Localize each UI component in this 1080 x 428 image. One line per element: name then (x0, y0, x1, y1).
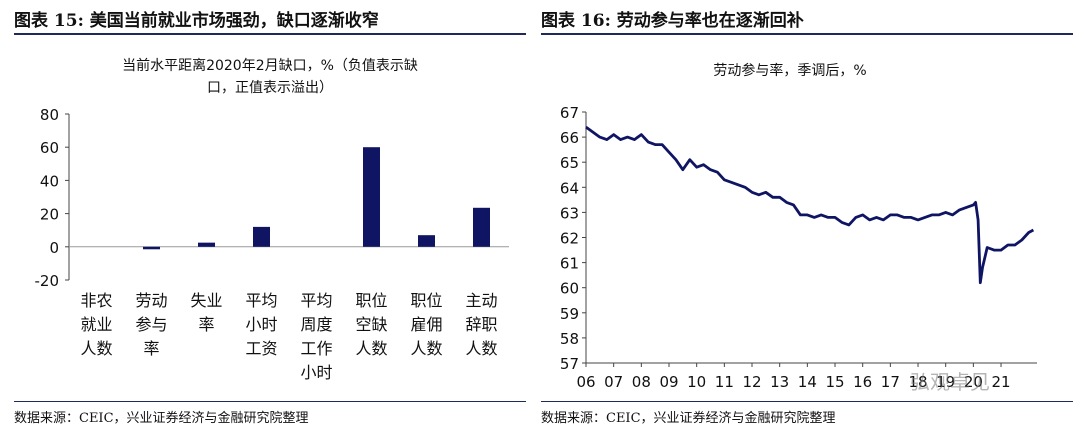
left-bottom-rule (14, 401, 526, 402)
line-x-tick-label: 12 (742, 373, 761, 391)
line-x-tick-label: 18 (908, 373, 927, 391)
line-x-tick-label: 15 (825, 373, 844, 391)
line-chart: 劳动参与率，季调后，% 67 66 65 64 63 62 61 60 59 58 57 06 07 0… (560, 62, 1037, 391)
bar-chart-title-line-2: 口，正值表示溢出） (207, 80, 333, 96)
line-y-tick-label: 58 (560, 330, 579, 348)
line-x-tick-label: 08 (632, 373, 651, 391)
bar-category-label: 职位 (410, 291, 442, 310)
bar-category-label: 雇佣 (410, 315, 442, 334)
bar-4 (253, 226, 270, 247)
line-y-tick-label: 63 (560, 204, 579, 222)
line-x-tick-label: 16 (853, 373, 872, 391)
bar-category-label: 职位 (355, 291, 387, 310)
bar-2 (143, 246, 160, 250)
line-x-tick-label: 10 (687, 373, 706, 391)
bar-6 (363, 147, 380, 247)
line-y-tick-label: 67 (560, 104, 579, 122)
line-x-tick-label: 20 (964, 373, 983, 391)
bar-category-label: 就业 (80, 315, 112, 334)
left-figure-title: 图表 15: 美国当前就业市场强劲，缺口逐渐收窄 (14, 11, 379, 31)
labor-participation-line (585, 125, 1035, 285)
bar-category-label: 辞职 (465, 315, 497, 334)
bar-category-label: 失业 (190, 291, 222, 310)
bar-category-label: 小时 (245, 315, 277, 334)
line-x-tick-label: 21 (991, 373, 1010, 391)
bar-category-label: 参与 (135, 315, 167, 334)
line-x-tick-label: 17 (881, 373, 900, 391)
right-bottom-rule (541, 401, 1073, 402)
bar-8 (473, 207, 490, 247)
right-source-note: 数据来源：CEIC，兴业证券经济与金融研究院整理 (541, 411, 836, 426)
line-chart-title: 劳动参与率，季调后，% (713, 62, 866, 79)
bar-category-label: 工作 (300, 339, 332, 358)
line-x-tick-label: 19 (936, 373, 955, 391)
bar-category-label: 劳动 (135, 291, 167, 310)
bar-category-label: 空缺 (355, 315, 387, 334)
line-y-tick-label: 64 (560, 179, 579, 197)
left-chart-panel: 当前水平距离2020年2月缺口，%（负值表示缺 口，正值表示溢出） 80 60 40… (14, 36, 526, 400)
bar-category-label: 率 (143, 339, 159, 358)
bar-category-label: 非农 (80, 291, 112, 310)
bar-category-label: 率 (198, 315, 214, 334)
line-x-tick-label: 11 (715, 373, 734, 391)
line-y-tick-label: 65 (560, 154, 579, 172)
bar-y-tick-label: -20 (35, 272, 60, 290)
bar-y-tick-label: 20 (40, 206, 59, 224)
bar-7 (418, 235, 435, 247)
right-figure-title: 图表 16: 劳动参与率也在逐渐回补 (541, 11, 804, 31)
left-top-rule (14, 33, 526, 35)
line-y-tick-label: 59 (560, 305, 579, 323)
line-y-tick-label: 57 (560, 355, 579, 373)
bar-category-label: 周度 (300, 315, 332, 334)
line-x-tick-label: 13 (770, 373, 789, 391)
bar-category-label: 人数 (465, 339, 497, 358)
right-top-rule (541, 33, 1073, 35)
bar-y-tick-label: 0 (49, 239, 59, 257)
bar-category-label: 工资 (245, 339, 277, 358)
bar-y-tick-label: 40 (40, 172, 59, 190)
bar-y-tick-label: 80 (40, 106, 59, 124)
bar-category-label: 小时 (300, 363, 332, 382)
bar-chart: 当前水平距离2020年2月缺口，%（负值表示缺 口，正值表示溢出） 80 60 40… (35, 57, 509, 382)
bar-category-label: 人数 (355, 339, 387, 358)
watermark-text: 弘观卓见 (910, 370, 990, 394)
line-y-tick-label: 66 (560, 129, 579, 147)
line-x-tick-label: 07 (604, 373, 623, 391)
bar-category-label: 人数 (80, 339, 112, 358)
left-source-note: 数据来源：CEIC，兴业证券经济与金融研究院整理 (14, 411, 309, 426)
bar-3 (198, 242, 215, 247)
bar-category-label: 平均 (300, 291, 332, 310)
bar-category-label: 人数 (410, 339, 442, 358)
line-y-tick-label: 61 (560, 255, 579, 273)
line-x-tick-label: 06 (576, 373, 595, 391)
line-y-tick-label: 62 (560, 230, 579, 248)
bar-chart-title-line-1: 当前水平距离2020年2月缺口，%（负值表示缺 (122, 57, 418, 74)
line-x-tick-label: 14 (798, 373, 817, 391)
bar-category-label: 主动 (465, 291, 497, 310)
right-chart-panel: 劳动参与率，季调后，% 67 66 65 64 63 62 61 60 59 58 57 06 07 0… (541, 36, 1073, 400)
line-x-tick-label: 09 (659, 373, 678, 391)
line-y-tick-label: 60 (560, 280, 579, 298)
bar-category-label: 平均 (245, 291, 277, 310)
bar-y-tick-label: 60 (40, 139, 59, 157)
